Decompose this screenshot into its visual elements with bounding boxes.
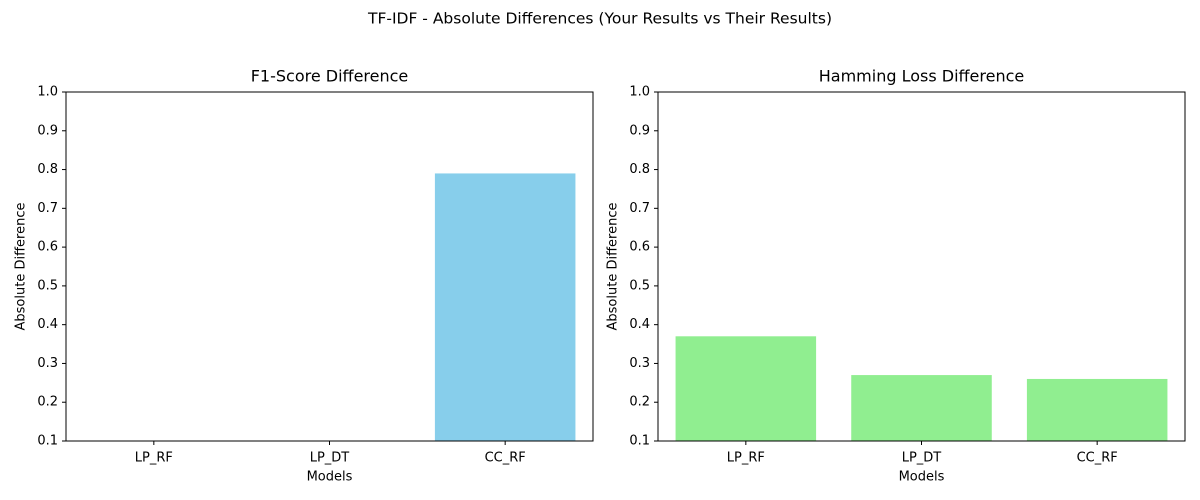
- x-tick-label: CC_RF: [1077, 451, 1118, 466]
- y-tick-label: 1.0: [37, 85, 58, 100]
- x-tick-label: LP_RF: [727, 451, 765, 466]
- y-tick-label: 0.1: [37, 434, 58, 449]
- plot-area: [675, 336, 1168, 441]
- y-tick-label: 0.5: [629, 278, 650, 293]
- figure-title: TF-IDF - Absolute Differences (Your Resu…: [367, 10, 832, 28]
- bar: [675, 336, 817, 441]
- y-tick-label: 0.5: [37, 278, 58, 293]
- y-tick-label: 0.1: [629, 434, 650, 449]
- y-tick-label: 0.6: [629, 240, 650, 255]
- y-tick-label: 0.3: [37, 356, 58, 371]
- y-tick-label: 0.7: [629, 201, 650, 216]
- chart-title: Hamming Loss Difference: [819, 67, 1025, 86]
- y-tick-label: 0.9: [37, 123, 58, 138]
- y-tick-label: 0.6: [37, 240, 58, 255]
- y-tick-label: 1.0: [629, 85, 650, 100]
- y-tick-label: 0.2: [37, 395, 58, 410]
- y-tick-label: 0.4: [629, 317, 650, 332]
- axes-frame: [65, 91, 594, 442]
- y-tick-label: 0.3: [629, 356, 650, 371]
- plot-area: [434, 173, 576, 441]
- y-tick-label: 0.4: [37, 317, 58, 332]
- y-tick-label: 0.8: [37, 162, 58, 177]
- bar: [1026, 378, 1168, 441]
- bar: [851, 375, 992, 441]
- x-tick-label: LP_RF: [135, 451, 173, 466]
- y-tick-label: 0.8: [629, 162, 650, 177]
- bar: [434, 173, 576, 441]
- x-axis-label: Models: [899, 470, 945, 485]
- x-tick-label: LP_DT: [310, 451, 350, 466]
- x-tick-label: LP_DT: [902, 451, 942, 466]
- axes-frame: [657, 91, 1186, 442]
- y-tick-label: 0.2: [629, 395, 650, 410]
- chart-title: F1-Score Difference: [251, 67, 409, 86]
- y-axis-label: Absolute Difference: [606, 203, 621, 331]
- y-axis-label: Absolute Difference: [14, 203, 29, 331]
- x-axis-label: Models: [307, 470, 353, 485]
- y-tick-label: 0.9: [629, 123, 650, 138]
- x-tick-label: CC_RF: [485, 451, 526, 466]
- y-tick-label: 0.7: [37, 201, 58, 216]
